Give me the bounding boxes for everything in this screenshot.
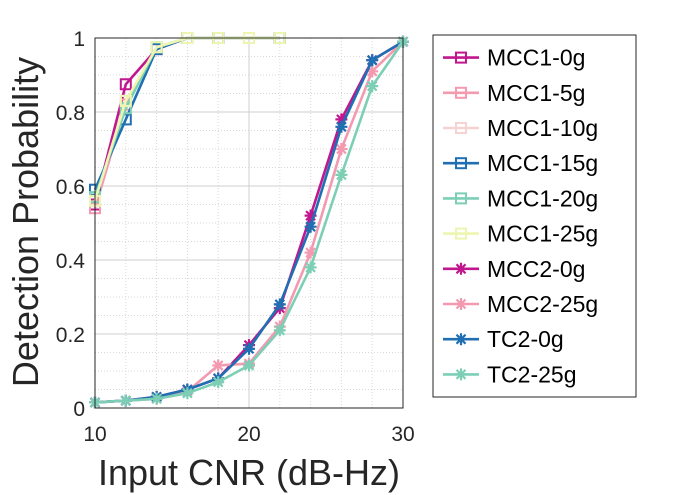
data-point-tc2-25g [212, 376, 225, 389]
legend-marker [455, 122, 467, 134]
data-point-tc2-25g [243, 359, 255, 372]
y-tick-label: 0.6 [56, 176, 85, 199]
data-point-tc2-25g [181, 387, 194, 400]
legend-marker [455, 227, 467, 240]
legend-entry-mcc1-10g: MCC1-10g [443, 115, 598, 141]
legend-entry-mcc1-25g: MCC1-25g [443, 221, 598, 247]
legend-label: TC2-0g [487, 326, 564, 352]
legend-entry-mcc2-25g: MCC2-25g [443, 291, 598, 317]
legend-marker [455, 86, 467, 99]
y-tick-label: 0.4 [56, 250, 86, 273]
legend-label: MCC1-15g [487, 150, 598, 176]
data-point-tc2-0g [243, 342, 255, 355]
data-point-mcc1-0g [119, 78, 132, 91]
data-point-tc2-25g [304, 261, 317, 274]
y-axis-label: Detection Probability [5, 57, 46, 387]
data-point-tc2-0g [366, 54, 379, 67]
y-tick-label: 1 [73, 28, 85, 51]
legend-entry-tc2-25g: TC2-25g [443, 361, 576, 387]
legend-entry-mcc2-0g: MCC2-0g [443, 256, 585, 282]
data-point-mcc2-25g [335, 143, 348, 155]
data-point-mcc1-25g [150, 41, 163, 54]
legend-label: TC2-25g [487, 361, 576, 387]
legend-entry-mcc1-20g: MCC1-20g [443, 185, 598, 211]
legend-marker [455, 298, 467, 310]
legend-marker [455, 192, 467, 205]
axis-ticks: 10 20 30 0 0.2 0.4 0.6 0.8 1 [56, 28, 415, 446]
data-point-tc2-0g [273, 298, 286, 311]
x-axis-label: Input CNR (dB-Hz) [98, 452, 400, 493]
legend-marker [455, 51, 467, 64]
legend: MCC1-0g MCC1-5g MCC1-10g MCC1-15g MCC1-20g MC… [432, 34, 637, 398]
data-point-tc2-25g [366, 80, 379, 93]
legend-entry-mcc1-0g: MCC1-0g [443, 45, 585, 71]
data-point-tc2-0g [335, 120, 348, 133]
x-tick-label: 30 [391, 423, 414, 446]
legend-marker [455, 157, 467, 170]
legend-label: MCC2-25g [487, 291, 598, 317]
data-point-tc2-0g [304, 220, 317, 233]
data-point-mcc2-25g [304, 246, 317, 259]
legend-marker [455, 333, 467, 346]
y-tick-label: 0 [73, 398, 85, 421]
legend-marker [455, 262, 467, 275]
legend-entry-mcc1-15g: MCC1-15g [443, 150, 598, 176]
legend-label: MCC1-10g [487, 115, 598, 141]
legend-label: MCC2-0g [487, 256, 585, 282]
data-point-tc2-25g [150, 392, 163, 405]
y-tick-label: 0.8 [56, 102, 85, 125]
data-point-tc2-25g [119, 394, 132, 407]
data-point-mcc2-0g [335, 113, 348, 126]
legend-entry-mcc1-5g: MCC1-5g [443, 80, 585, 106]
data-point-mcc2-25g [366, 65, 379, 78]
y-tick-label: 0.2 [56, 324, 85, 347]
legend-marker [455, 368, 467, 381]
data-point-tc2-25g [335, 168, 348, 181]
legend-entry-tc2-0g: TC2-0g [443, 326, 564, 352]
legend-label: MCC1-25g [487, 221, 598, 247]
data-point-tc2-25g [273, 324, 286, 337]
data-point-mcc2-25g [212, 359, 225, 372]
x-tick-label: 10 [83, 423, 106, 446]
data-point-mcc1-25g [119, 94, 132, 107]
legend-label: MCC1-0g [487, 45, 585, 71]
legend-label: MCC1-5g [487, 80, 585, 106]
data-point-mcc2-0g [304, 209, 317, 222]
plot-area-border [94, 37, 404, 409]
legend-label: MCC1-20g [487, 185, 598, 211]
x-tick-label: 20 [237, 423, 260, 446]
